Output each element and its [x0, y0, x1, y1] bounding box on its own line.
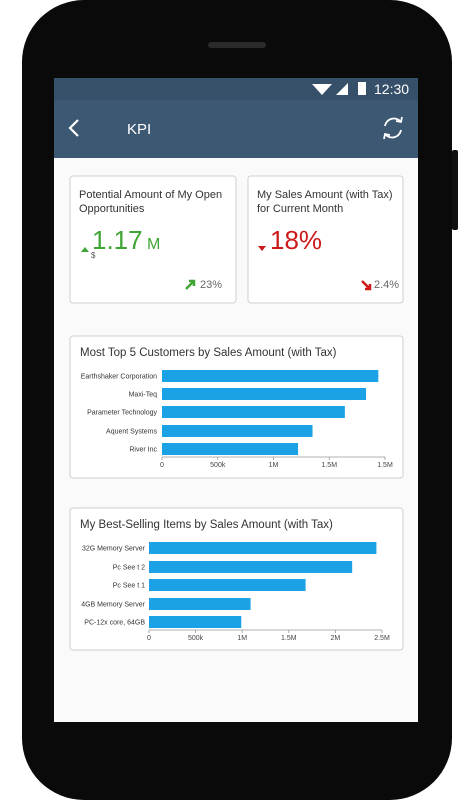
x-tick-label: 1M — [269, 462, 279, 469]
x-tick-label: 1M — [237, 635, 247, 642]
x-tick-label: 1.5M — [377, 462, 393, 469]
x-tick-label: 500k — [188, 635, 204, 642]
tile-currency: $ — [91, 251, 96, 260]
trend-arrow — [185, 279, 196, 290]
category-label: Parameter Technology — [87, 410, 157, 417]
status-time: 12:30 — [374, 81, 409, 97]
refresh-arc — [384, 117, 402, 127]
side-button — [452, 150, 458, 230]
tile-value: 18% — [270, 225, 322, 255]
speaker — [208, 42, 266, 48]
x-tick-label: 1.5M — [281, 635, 297, 642]
tile-title: My Sales Amount (with Tax) — [257, 189, 393, 201]
x-tick-label: 500k — [210, 462, 226, 469]
x-tick-label: 1.5M — [321, 462, 337, 469]
header-title: KPI — [127, 121, 151, 138]
wifi-icon — [312, 84, 332, 95]
category-label: Aquent Systems — [106, 429, 157, 436]
tile-scale: M — [147, 236, 160, 253]
category-label: Maxi-Teq — [129, 392, 158, 399]
bar — [162, 406, 345, 418]
tile-trend: 23% — [200, 279, 222, 291]
tile-trend: 2.4% — [374, 279, 399, 291]
trend-arrow — [361, 280, 372, 291]
bar — [162, 388, 367, 400]
refresh-arrow — [395, 116, 403, 124]
refresh-button[interactable] — [383, 116, 403, 140]
battery-icon — [358, 82, 366, 95]
tile-value: 1.17 — [92, 225, 143, 255]
tile-title: Opportunities — [79, 203, 145, 215]
x-tick-label: 2M — [331, 635, 341, 642]
tile-title: for Current Month — [257, 203, 343, 215]
x-tick-label: 0 — [160, 462, 164, 469]
bar — [162, 425, 313, 437]
category-label: 4GB Memory Server — [81, 602, 145, 609]
x-tick-label: 0 — [147, 635, 151, 642]
signal-icon — [336, 83, 348, 95]
tile-title: Potential Amount of My Open — [79, 189, 222, 201]
refresh-arc — [384, 129, 402, 139]
back-button[interactable] — [68, 119, 79, 137]
bar — [149, 598, 251, 610]
category-label: 32G Memory Server — [82, 546, 146, 553]
category-label: Pc See t 2 — [113, 565, 145, 572]
chart-title: Most Top 5 Customers by Sales Amount (wi… — [80, 347, 337, 359]
bar — [149, 616, 242, 628]
bar — [149, 561, 353, 573]
chart-title: My Best-Selling Items by Sales Amount (w… — [80, 519, 333, 531]
refresh-arrow — [383, 132, 391, 140]
category-label: River Inc — [129, 447, 157, 454]
kpi-tile[interactable] — [69, 175, 237, 304]
category-label: PC-12x core, 64GB — [84, 620, 145, 627]
x-tick-label: 2.5M — [374, 635, 390, 642]
down-indicator — [258, 246, 266, 251]
bar — [149, 579, 306, 591]
bar — [162, 443, 299, 455]
status-bar — [54, 78, 418, 100]
category-label: Pc See t 1 — [113, 583, 145, 590]
category-label: Earthshaker Corporation — [81, 374, 157, 381]
bar — [162, 370, 379, 382]
bar — [149, 542, 377, 554]
kpi-tile[interactable] — [247, 175, 404, 304]
up-indicator — [81, 247, 89, 252]
